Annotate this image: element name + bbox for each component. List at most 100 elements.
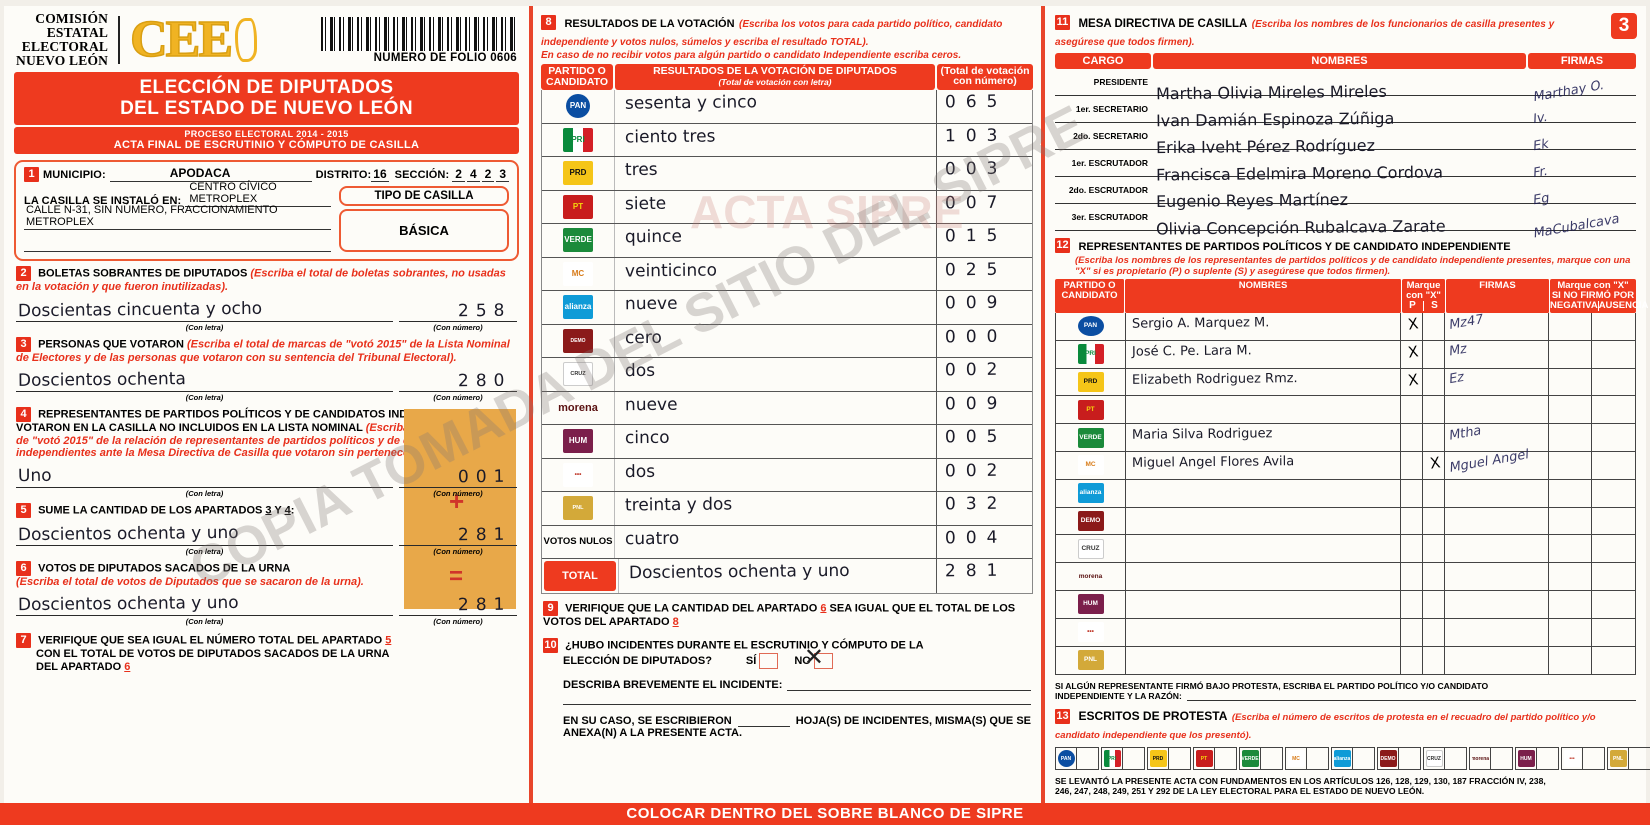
rep-ausencia-cell[interactable] bbox=[1592, 535, 1635, 562]
distrito-value[interactable]: 16 bbox=[371, 167, 389, 182]
rep-suplente-cell[interactable] bbox=[1423, 424, 1445, 451]
section-4-numero[interactable]: 001 bbox=[457, 466, 512, 487]
rep-suplente-cell[interactable] bbox=[1423, 313, 1445, 340]
total-letra-cell[interactable]: Doscientos ochenta y uno bbox=[618, 559, 936, 593]
rep-suplente-cell[interactable]: X bbox=[1423, 451, 1445, 479]
rep-negativa-cell[interactable] bbox=[1549, 340, 1592, 368]
rep-ausencia-cell[interactable] bbox=[1592, 341, 1635, 368]
rep-negativa-cell[interactable] bbox=[1549, 646, 1592, 675]
votes-numero-cell[interactable]: 005 bbox=[936, 425, 1032, 458]
rep-name-cell[interactable] bbox=[1126, 507, 1401, 535]
rep-propietario-cell[interactable] bbox=[1401, 590, 1423, 618]
rep-propietario-cell[interactable] bbox=[1401, 507, 1423, 535]
seccion-digit-3[interactable]: 2 bbox=[481, 167, 495, 182]
section-5-numero[interactable]: 281 bbox=[457, 524, 512, 545]
rep-negativa-cell[interactable] bbox=[1549, 368, 1592, 396]
protest-count-input[interactable] bbox=[1077, 748, 1098, 769]
rep-signature-cell[interactable] bbox=[1445, 479, 1549, 507]
rep-signature-cell[interactable]: Ez bbox=[1445, 368, 1549, 396]
rep-negativa-cell[interactable] bbox=[1549, 424, 1592, 451]
rep-propietario-cell[interactable] bbox=[1401, 396, 1423, 424]
rep-suplente-cell[interactable] bbox=[1423, 340, 1445, 368]
section-5-letra[interactable]: Doscientos ochenta y uno bbox=[17, 522, 239, 545]
municipio-value[interactable]: APODACA bbox=[169, 166, 231, 180]
rep-negativa-cell[interactable] bbox=[1549, 313, 1592, 340]
address-value[interactable]: CALLE N-31, SIN NÚMERO, FRACCIONAMIENTO … bbox=[26, 204, 278, 228]
section-3-numero[interactable]: 280 bbox=[457, 370, 512, 392]
rep-name-cell[interactable] bbox=[1126, 590, 1401, 618]
rep-ausencia-cell[interactable] bbox=[1592, 480, 1635, 507]
votes-numero-cell[interactable]: 009 bbox=[936, 291, 1032, 324]
protest-count-input[interactable] bbox=[1445, 748, 1466, 769]
rep-negativa-cell[interactable] bbox=[1549, 396, 1592, 424]
rep-suplente-cell[interactable] bbox=[1423, 563, 1445, 590]
protest-count-input[interactable] bbox=[1307, 748, 1328, 769]
rep-suplente-cell[interactable] bbox=[1423, 507, 1445, 535]
rep-ausencia-cell[interactable] bbox=[1592, 591, 1635, 618]
votes-letra-cell[interactable]: dos bbox=[614, 358, 936, 391]
rep-ausencia-cell[interactable] bbox=[1592, 619, 1635, 646]
rep-name-cell[interactable] bbox=[1126, 618, 1401, 646]
rep-propietario-cell[interactable]: X bbox=[1401, 340, 1423, 368]
protest-count-input[interactable] bbox=[1583, 748, 1604, 769]
rep-suplente-cell[interactable] bbox=[1423, 479, 1445, 507]
votes-letra-cell[interactable]: veinticinco bbox=[614, 257, 936, 290]
rep-signature-cell[interactable]: Mz bbox=[1445, 340, 1549, 368]
votes-numero-cell[interactable]: 065 bbox=[936, 90, 1032, 123]
rep-signature-cell[interactable]: Mtha bbox=[1445, 423, 1549, 451]
hojas-input[interactable] bbox=[737, 725, 790, 727]
votes-numero-cell[interactable]: 002 bbox=[936, 358, 1032, 391]
votes-numero-cell[interactable]: 000 bbox=[936, 324, 1032, 357]
rep-ausencia-cell[interactable] bbox=[1592, 452, 1635, 479]
votes-letra-cell[interactable]: tres bbox=[614, 157, 936, 190]
total-numero-cell[interactable]: 281 bbox=[936, 559, 1032, 593]
votes-letra-cell[interactable]: quince bbox=[614, 224, 936, 257]
rep-name-cell[interactable] bbox=[1126, 535, 1401, 563]
section-2-letra[interactable]: Doscientas cincuenta y ocho bbox=[17, 298, 263, 321]
rep-ausencia-cell[interactable] bbox=[1592, 424, 1635, 451]
rep-name-cell[interactable] bbox=[1126, 479, 1401, 507]
nulos-numero-cell[interactable]: 004 bbox=[936, 525, 1032, 558]
rep-negativa-cell[interactable] bbox=[1549, 590, 1592, 618]
votes-letra-cell[interactable]: sesenta y cinco bbox=[614, 90, 936, 123]
rep-ausencia-cell[interactable] bbox=[1592, 369, 1635, 396]
rep-ausencia-cell[interactable] bbox=[1592, 647, 1635, 675]
checkbox-si[interactable] bbox=[759, 652, 779, 669]
rep-ausencia-cell[interactable] bbox=[1592, 396, 1635, 423]
rep-signature-cell[interactable] bbox=[1445, 535, 1549, 563]
rep-propietario-cell[interactable] bbox=[1401, 563, 1423, 590]
rep-name-cell[interactable]: Maria Silva Rodriguez bbox=[1126, 424, 1401, 451]
protest-count-input[interactable] bbox=[1261, 748, 1282, 769]
rep-signature-cell[interactable] bbox=[1445, 507, 1549, 535]
rep-propietario-cell[interactable]: X bbox=[1401, 368, 1423, 396]
protest-count-input[interactable] bbox=[1353, 748, 1374, 769]
votes-numero-cell[interactable]: 002 bbox=[936, 458, 1032, 491]
rep-name-cell[interactable]: Sergio A. Marquez M. bbox=[1126, 313, 1401, 340]
votes-numero-cell[interactable]: 103 bbox=[936, 123, 1032, 156]
seccion-digit-1[interactable]: 2 bbox=[452, 167, 465, 182]
votes-letra-cell[interactable]: nueve bbox=[614, 291, 936, 324]
instalada-value[interactable]: CENTRO CÍVICO METROPLEX bbox=[189, 181, 277, 205]
rep-propietario-cell[interactable] bbox=[1401, 424, 1423, 451]
rep-signature-cell[interactable] bbox=[1445, 396, 1549, 424]
rep-suplente-cell[interactable] bbox=[1423, 396, 1445, 424]
rep-negativa-cell[interactable] bbox=[1549, 618, 1592, 646]
votes-letra-cell[interactable]: ciento tres bbox=[614, 123, 936, 156]
checkbox-no[interactable]: ✕ bbox=[804, 643, 833, 671]
rep-name-cell[interactable] bbox=[1126, 646, 1401, 675]
votes-numero-cell[interactable]: 009 bbox=[936, 391, 1032, 424]
votes-letra-cell[interactable]: dos bbox=[614, 458, 936, 491]
describe-input-line-1[interactable] bbox=[787, 689, 1031, 691]
protest-count-input[interactable] bbox=[1491, 748, 1512, 769]
section-2-numero[interactable]: 258 bbox=[457, 300, 512, 321]
protest-count-input[interactable] bbox=[1629, 748, 1650, 769]
rep-ausencia-cell[interactable] bbox=[1592, 508, 1635, 535]
seccion-digit-4[interactable]: 3 bbox=[496, 167, 509, 182]
section-6-numero[interactable]: 281 bbox=[457, 594, 512, 616]
seccion-digit-2[interactable]: 4 bbox=[466, 167, 480, 182]
rep-name-cell[interactable]: José C. Pe. Lara M. bbox=[1126, 340, 1401, 368]
nulos-letra-cell[interactable]: cuatro bbox=[614, 525, 936, 558]
rep-name-cell[interactable] bbox=[1126, 563, 1401, 590]
rep-ausencia-cell[interactable] bbox=[1592, 313, 1635, 340]
rep-name-cell[interactable]: Miguel Angel Flores Avila bbox=[1126, 451, 1401, 479]
